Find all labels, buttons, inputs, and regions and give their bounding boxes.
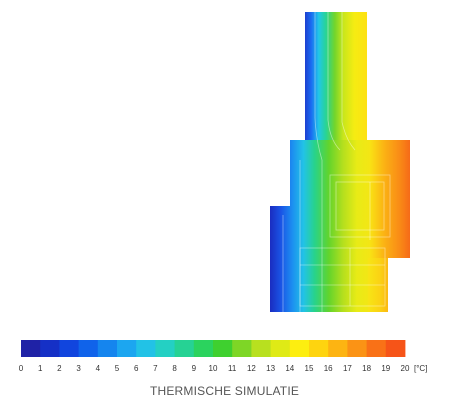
figure-caption: THERMISCHE SIMULATIE: [149, 384, 300, 398]
thermal-isolines: [282, 12, 391, 312]
colorbar-segment: [347, 340, 367, 357]
colorbar-tick-label: 7: [153, 364, 158, 373]
thermal-warm-zone: [370, 140, 410, 258]
colorbar-tick-label: 17: [343, 364, 352, 373]
colorbar-segment: [232, 340, 252, 357]
colorbar-tick-label: 4: [96, 364, 101, 373]
colorbar-tick-label: 13: [266, 364, 275, 373]
colorbar-segment: [174, 340, 195, 357]
colorbar-tick-label: 10: [209, 364, 218, 373]
thermal-column-upper: [305, 12, 367, 140]
colorbar-tick-label: 19: [381, 364, 390, 373]
colorbar-tick-label: 6: [134, 364, 139, 373]
colorbar-segment: [251, 340, 271, 357]
colorbar: [21, 340, 406, 357]
colorbar-segment: [385, 340, 406, 357]
colorbar-segment: [270, 340, 291, 357]
colorbar-tick-label: 9: [192, 364, 197, 373]
colorbar-segment: [40, 340, 60, 357]
colorbar-tick-label: 18: [362, 364, 371, 373]
colorbar-tick-label: 2: [57, 364, 62, 373]
colorbar-segment: [97, 340, 118, 357]
colorbar-segment: [289, 340, 310, 357]
colorbar-tick-label: 16: [324, 364, 333, 373]
colorbar-segment: [155, 340, 175, 357]
colorbar-tick-label: 12: [247, 364, 256, 373]
thermal-warm-zone-lower: [368, 258, 388, 312]
colorbar-tick-label: 11: [228, 364, 237, 373]
colorbar-tick-label: 14: [285, 364, 294, 373]
colorbar-segment: [328, 340, 348, 357]
colorbar-segment: [59, 340, 79, 357]
colorbar-tick-label: 3: [76, 364, 81, 373]
colorbar-segment: [213, 340, 233, 357]
colorbar-tick-label: 1: [38, 364, 43, 373]
colorbar-segment: [136, 340, 156, 357]
colorbar-tick-label: 15: [305, 364, 314, 373]
colorbar-tick-label: 8: [172, 364, 177, 373]
colorbar-segment: [309, 340, 329, 357]
colorbar-segment: [117, 340, 137, 357]
colorbar-tick-label: 20: [401, 364, 410, 373]
colorbar-tick-label: 0: [19, 364, 24, 373]
colorbar-tick-label: 5: [115, 364, 120, 373]
colorbar-tick-labels: 0 1 2 3 4 5 6 7 8 9 10 11 12 13 14 15 16 17 18 19 20: [19, 364, 410, 373]
colorbar-segment: [78, 340, 99, 357]
colorbar-unit-label: [°C]: [414, 364, 427, 373]
colorbar-segment: [366, 340, 387, 357]
colorbar-segment: [21, 340, 41, 357]
colorbar-segment: [193, 340, 214, 357]
